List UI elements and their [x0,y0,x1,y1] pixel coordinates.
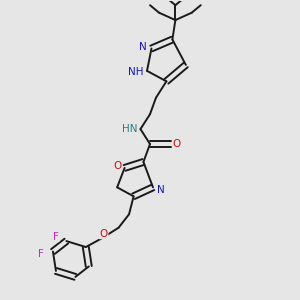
Text: O: O [113,161,121,171]
Text: F: F [38,249,44,259]
Text: O: O [173,139,181,149]
Text: N: N [139,42,146,52]
Text: N: N [157,185,164,195]
Text: O: O [100,229,108,238]
Text: HN: HN [122,124,138,134]
Text: F: F [53,232,59,242]
Text: NH: NH [128,68,143,77]
